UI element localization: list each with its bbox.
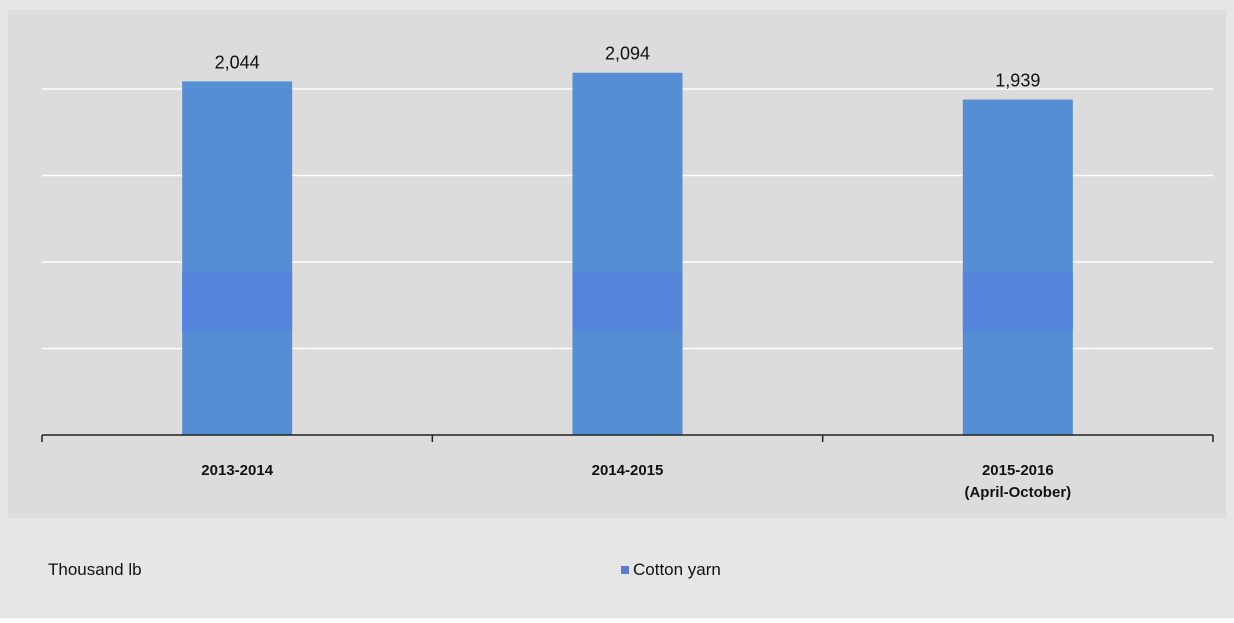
bar-1-shade-band: [182, 272, 293, 332]
x-axis: [41, 434, 1214, 442]
x-tick-label-2-line-1: 2014-2015: [592, 462, 664, 479]
x-tick-labels: 2013-2014 2014-2015 2015-2016 (April-Octobe…: [201, 462, 1071, 501]
bar-3-shade-band: [962, 272, 1073, 332]
x-tick-label-2: 2014-2015: [592, 462, 664, 479]
bar-2-shade-band: [572, 272, 683, 332]
unit-label: Thousand lb: [48, 560, 142, 579]
legend-swatch-cotton-yarn: [621, 565, 629, 574]
data-label-2: 2,094: [605, 44, 650, 64]
bar-1: [182, 81, 293, 435]
data-labels: 2,044 2,094 1,939: [215, 44, 1041, 91]
legend: Cotton yarn: [621, 561, 721, 578]
x-tick-label-1: 2013-2014: [201, 462, 273, 479]
data-label-1: 2,044: [215, 52, 260, 72]
x-tick-label-3: 2015-2016 (April-October): [964, 462, 1071, 501]
bars: [182, 72, 1073, 435]
x-tick-label-1-line-1: 2013-2014: [201, 462, 273, 479]
bar-3: [962, 99, 1073, 435]
x-tick-label-3-line-2: (April-October): [964, 484, 1071, 501]
data-label-3: 1,939: [995, 71, 1040, 91]
bar-2: [572, 72, 683, 435]
x-tick-label-3-line-1: 2015-2016: [982, 462, 1054, 479]
legend-label-cotton-yarn: Cotton yarn: [633, 560, 721, 579]
